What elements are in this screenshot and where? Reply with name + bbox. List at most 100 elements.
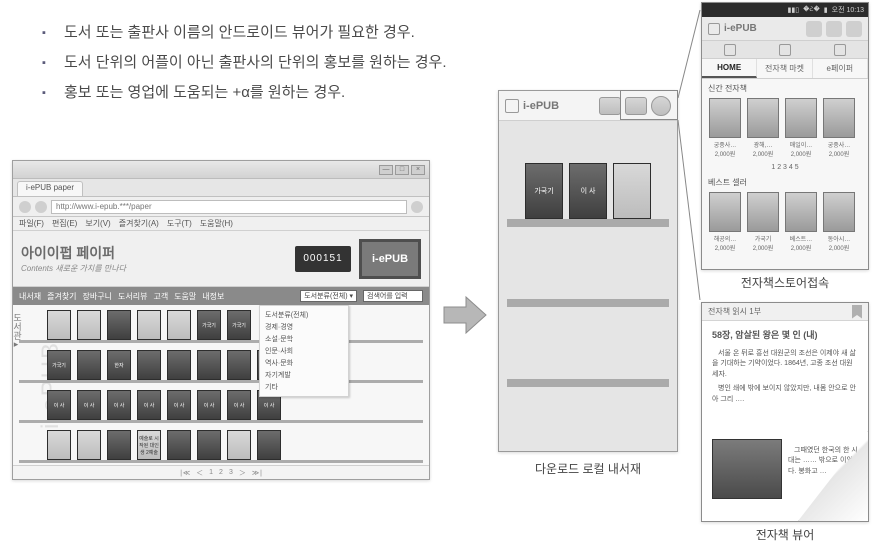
menu-item[interactable]: 도구(T): [167, 218, 192, 229]
back-icon[interactable]: [19, 201, 31, 213]
book-cover[interactable]: 이 사: [227, 390, 251, 420]
menu-item[interactable]: 도움말(H): [200, 218, 233, 229]
thumb-title: 베스트…: [790, 234, 813, 243]
book-cover[interactable]: [167, 310, 191, 340]
library-icon[interactable]: [724, 44, 736, 56]
book-cover[interactable]: [227, 430, 251, 460]
tab-epaper[interactable]: e페이퍼: [813, 59, 868, 78]
book-cover[interactable]: [197, 350, 221, 380]
book-cover[interactable]: [77, 310, 101, 340]
dropdown-item[interactable]: 소설·문학: [263, 333, 345, 345]
minimize-button[interactable]: —: [379, 165, 393, 175]
menu-item[interactable]: 즐겨찾기(A): [119, 218, 159, 229]
tablet-header: i-ePUB: [499, 91, 677, 121]
pager-page[interactable]: 1: [209, 469, 213, 476]
book-cover[interactable]: 예술로 시작된 대인생 2예술: [137, 430, 161, 460]
book-cover[interactable]: [197, 430, 221, 460]
pager-last[interactable]: ≫∣: [252, 469, 263, 477]
search-icon[interactable]: [779, 44, 791, 56]
search-input[interactable]: 검색어를 입력: [363, 290, 423, 302]
reload-icon[interactable]: [411, 201, 423, 213]
menu-item[interactable]: 보기(V): [85, 218, 110, 229]
forward-icon[interactable]: [35, 201, 47, 213]
address-input[interactable]: http://www.i-epub.***/paper: [51, 200, 407, 214]
book-cover[interactable]: 가국기: [227, 310, 251, 340]
book-cover[interactable]: 가국기: [525, 163, 563, 219]
book-cover[interactable]: [107, 310, 131, 340]
tablet-button[interactable]: [599, 97, 621, 115]
dropdown-item[interactable]: 인문·사회: [263, 345, 345, 357]
book-cover[interactable]: 이 사: [197, 390, 221, 420]
bookmark-icon[interactable]: [852, 305, 862, 319]
nav-link[interactable]: 내정보: [202, 291, 224, 302]
book-thumb[interactable]: 베스트…2,000원: [784, 192, 818, 252]
pager-prev[interactable]: ＜: [196, 468, 203, 478]
book-cover[interactable]: [137, 310, 161, 340]
book-thumb[interactable]: 가국기2,000원: [746, 192, 780, 252]
category-dropdown[interactable]: 도서분류(전체) 경제·경영 소설·문학 인문·사회 역사·문화 자기계발 기타: [259, 305, 349, 397]
menu-item[interactable]: 파일(F): [19, 218, 44, 229]
dropdown-item[interactable]: 도서분류(전체): [263, 309, 345, 321]
settings-icon[interactable]: [834, 44, 846, 56]
nav-link[interactable]: 도서리뷰: [118, 291, 147, 302]
book-cover[interactable]: 이 사: [569, 163, 607, 219]
book-thumb[interactable]: 해공의…2,000원: [708, 192, 742, 252]
category-select[interactable]: 도서분류(전체) ▾: [300, 290, 357, 302]
reader-body[interactable]: 58장, 암살된 왕은 몇 인 (내) 서울 온 뒤로 흥선 대원군의 조선은 …: [702, 321, 868, 521]
book-thumb[interactable]: 동아시…2,000원: [822, 192, 856, 252]
book-cover[interactable]: [257, 430, 281, 460]
book-cover[interactable]: 한자: [107, 350, 131, 380]
pager-page[interactable]: 3: [229, 469, 233, 476]
tablet-caption: 다운로드 로컬 내서재: [499, 460, 677, 477]
book-cover[interactable]: [77, 350, 101, 380]
close-button[interactable]: ×: [411, 165, 425, 175]
dropdown-item[interactable]: 역사·문화: [263, 357, 345, 369]
book-cover[interactable]: [167, 430, 191, 460]
book-thumb[interactable]: 궁중사…2,000원: [708, 98, 742, 158]
nav-link[interactable]: 도움말: [174, 291, 196, 302]
book-cover[interactable]: [613, 163, 651, 219]
appbar-button[interactable]: [806, 21, 822, 37]
book-cover[interactable]: [47, 430, 71, 460]
book-thumb[interactable]: 광해,…2,000원: [746, 98, 780, 158]
book-cover[interactable]: [77, 430, 101, 460]
nav-link[interactable]: 고객: [153, 291, 168, 302]
tablet-viewer: i-ePUB 가국기 이 사 다운로드 로컬 내서재: [498, 90, 678, 452]
book-cover[interactable]: 이 사: [47, 390, 71, 420]
tab-home[interactable]: HOME: [702, 59, 757, 78]
nav-link[interactable]: 내서재: [19, 291, 41, 302]
book-thumb[interactable]: 매일이…2,000원: [784, 98, 818, 158]
pager-page[interactable]: 2: [219, 469, 223, 476]
nav-link[interactable]: 즐겨찾기: [47, 291, 76, 302]
book-cover[interactable]: 가국기: [197, 310, 221, 340]
thumb-price: 2,000원: [715, 243, 736, 252]
book-cover[interactable]: [227, 350, 251, 380]
appbar-button[interactable]: [826, 21, 842, 37]
home-icon[interactable]: [505, 99, 519, 113]
tablet-round-button[interactable]: [651, 96, 671, 116]
menu-item[interactable]: 편집(E): [52, 218, 77, 229]
pager-next[interactable]: ＞: [239, 468, 246, 478]
row-pager[interactable]: 1 2 3 4 5: [702, 162, 868, 173]
dropdown-item[interactable]: 경제·경영: [263, 321, 345, 333]
maximize-button[interactable]: □: [395, 165, 409, 175]
book-cover[interactable]: 이 사: [167, 390, 191, 420]
book-cover[interactable]: [107, 430, 131, 460]
tablet-button[interactable]: [625, 97, 647, 115]
pager-first[interactable]: ∣≪: [179, 469, 190, 477]
nav-link[interactable]: 장바구니: [83, 291, 112, 302]
book-cover[interactable]: [47, 310, 71, 340]
dropdown-item[interactable]: 기타: [263, 381, 345, 393]
tab-market[interactable]: 전자책 마켓: [757, 59, 812, 78]
book-cover[interactable]: [167, 350, 191, 380]
book-thumb[interactable]: 궁중사…2,000원: [822, 98, 856, 158]
book-cover[interactable]: [137, 350, 161, 380]
book-cover[interactable]: 가국기: [47, 350, 71, 380]
book-cover[interactable]: 이 사: [137, 390, 161, 420]
book-cover-icon: [709, 98, 741, 138]
book-cover[interactable]: 이 사: [107, 390, 131, 420]
dropdown-item[interactable]: 자기계발: [263, 369, 345, 381]
book-cover[interactable]: 이 사: [77, 390, 101, 420]
browser-tab[interactable]: i-ePUB paper: [17, 181, 83, 196]
appbar-button[interactable]: [846, 21, 862, 37]
